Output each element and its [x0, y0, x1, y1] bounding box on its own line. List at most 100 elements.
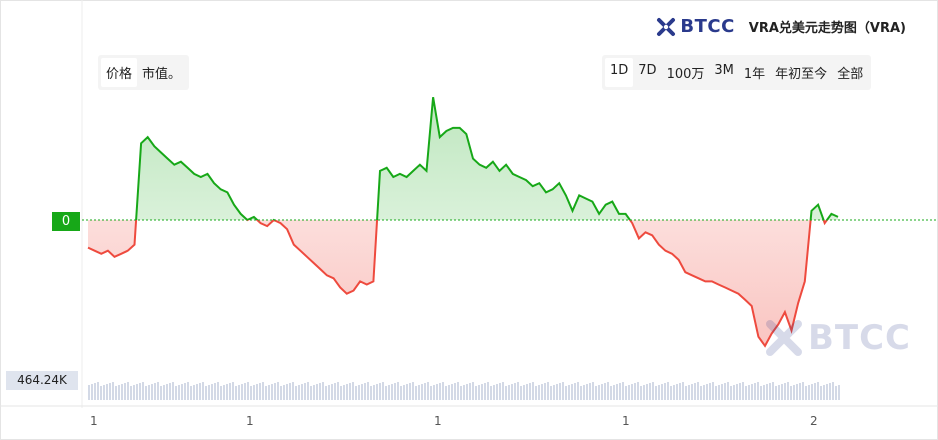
data-point [572, 210, 574, 212]
volume-bar [115, 386, 117, 400]
volume-bar [478, 385, 480, 400]
volume-bar [316, 384, 318, 400]
data-point [479, 164, 481, 166]
data-point [193, 173, 195, 175]
metric-option-price[interactable]: 价格 [101, 58, 138, 87]
data-point [246, 219, 248, 221]
volume-bar [820, 386, 822, 400]
volume-bar [187, 382, 189, 400]
volume-bar [568, 385, 570, 400]
volume-bar [379, 383, 381, 400]
volume-bar [409, 383, 411, 400]
volume-bar [682, 382, 684, 400]
range-option-1y[interactable]: 1年 [743, 67, 766, 82]
range-option-1m[interactable]: 100万 [666, 67, 705, 82]
volume-bar [538, 385, 540, 400]
volume-bar [91, 384, 93, 400]
data-point [598, 213, 600, 215]
volume-bar [529, 383, 531, 400]
volume-bar [508, 385, 510, 400]
volume-bar [526, 384, 528, 400]
range-option-7d[interactable]: 7D [638, 63, 657, 78]
data-point [306, 256, 308, 258]
volume-bar [823, 385, 825, 400]
volume-bar [361, 384, 363, 400]
volume-bar [790, 386, 792, 400]
volume-bar [559, 383, 561, 400]
data-point [837, 216, 839, 218]
volume-bar [250, 386, 252, 400]
volume-bar [742, 382, 744, 400]
volume-bar [337, 382, 339, 400]
data-point [817, 204, 819, 206]
volume-bar [388, 385, 390, 400]
volume-bar [619, 383, 621, 400]
volume-bar [412, 382, 414, 400]
volume-bar [424, 383, 426, 400]
volume-bar [598, 385, 600, 400]
data-point [552, 188, 554, 190]
volume-bar [148, 385, 150, 400]
volume-bar [220, 386, 222, 400]
volume-bar [238, 385, 240, 400]
volume-bar [490, 386, 492, 400]
volume-bar [817, 382, 819, 400]
data-point [830, 213, 832, 215]
data-point [611, 201, 613, 203]
data-point [293, 244, 295, 246]
volume-bar [241, 384, 243, 400]
data-point [824, 222, 826, 224]
volume-bar [565, 386, 567, 400]
volume-bar [331, 384, 333, 400]
volume-bar [838, 385, 840, 400]
volume-bar [166, 384, 168, 400]
volume-bar [163, 385, 165, 400]
data-point [518, 176, 520, 178]
data-point [711, 280, 713, 282]
volume-bar [550, 386, 552, 400]
range-option-1d[interactable]: 1D [605, 58, 634, 87]
range-option-ytd[interactable]: 年初至今 [775, 67, 828, 82]
data-point [392, 176, 394, 178]
volume-bar [574, 383, 576, 400]
data-point [744, 299, 746, 301]
data-point [226, 191, 228, 193]
volume-bar [100, 386, 102, 400]
volume-bar [733, 385, 735, 400]
data-point [718, 284, 720, 286]
data-point [326, 274, 328, 276]
brand-logo: BTCC [656, 16, 734, 37]
volume-bar [592, 382, 594, 400]
volume-bar [367, 382, 369, 400]
range-option-all[interactable]: 全部 [837, 67, 864, 82]
volume-bar [730, 386, 732, 400]
data-point [784, 311, 786, 313]
volume-bar [751, 384, 753, 400]
volume-bar [130, 386, 132, 400]
volume-bar [211, 384, 213, 400]
volume-bar [628, 385, 630, 400]
volume-bar [160, 386, 162, 400]
volume-bar [748, 385, 750, 400]
volume-bar [280, 386, 282, 400]
data-point [492, 161, 494, 163]
volume-bar [700, 386, 702, 400]
volume-bar [670, 386, 672, 400]
data-point [499, 170, 501, 172]
metric-option-market-cap[interactable]: 市值。 [142, 67, 182, 82]
data-point [671, 253, 673, 255]
volume-bar [421, 384, 423, 400]
data-point [525, 179, 527, 181]
data-point [167, 158, 169, 160]
data-point [757, 336, 759, 338]
data-point [266, 225, 268, 227]
volume-bar [334, 383, 336, 400]
volume-bar [802, 382, 804, 400]
volume-bar [454, 383, 456, 400]
data-point [273, 219, 275, 221]
volume-bar [151, 384, 153, 400]
range-option-3m[interactable]: 3M [714, 63, 734, 78]
volume-bar [784, 383, 786, 400]
volume-bar [709, 383, 711, 400]
